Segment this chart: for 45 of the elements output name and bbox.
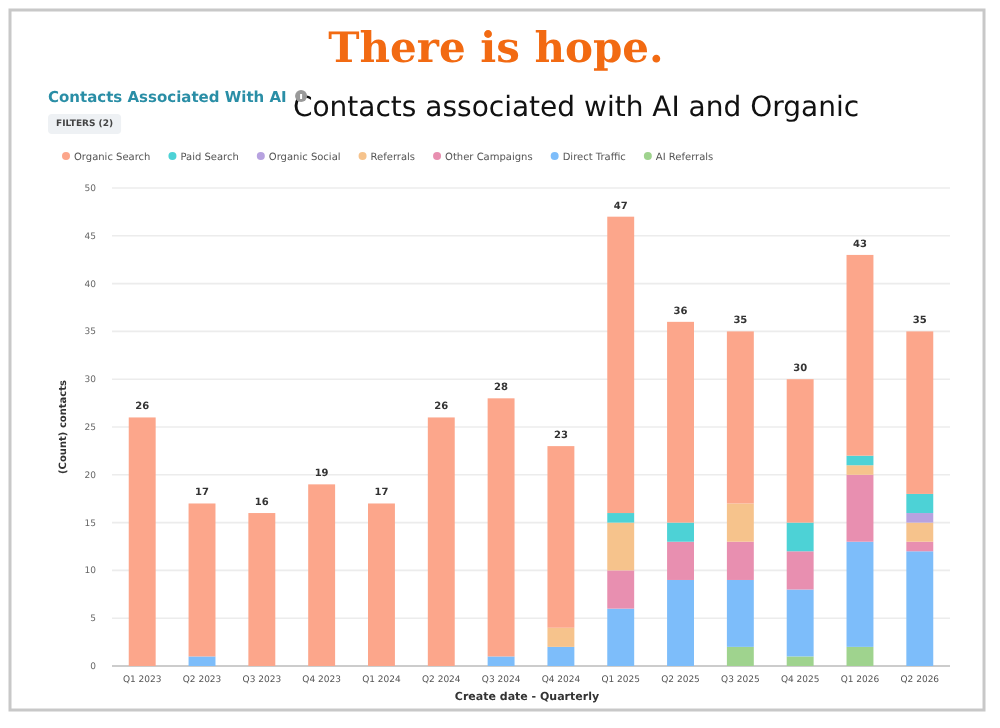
bar	[607, 570, 635, 609]
bar	[427, 417, 455, 666]
bar	[726, 579, 754, 647]
bar	[667, 579, 694, 666]
bar	[607, 608, 635, 666]
bar	[607, 513, 635, 523]
bar	[726, 503, 754, 542]
bar	[846, 541, 874, 647]
bar	[846, 254, 874, 456]
bar	[368, 503, 395, 666]
bar	[906, 522, 934, 542]
bar	[726, 646, 754, 666]
bar	[667, 321, 694, 523]
bar	[547, 646, 575, 666]
bar	[846, 646, 874, 666]
bar	[128, 417, 156, 666]
bar	[547, 627, 575, 647]
bar	[607, 216, 635, 514]
bar	[188, 656, 216, 666]
bar	[188, 503, 216, 657]
bar	[906, 551, 934, 666]
bar	[248, 513, 276, 666]
bar	[786, 551, 814, 590]
bar	[726, 541, 754, 580]
bar	[487, 398, 515, 657]
bar	[906, 513, 934, 523]
bar	[308, 484, 336, 666]
bar	[906, 541, 934, 552]
bar	[846, 465, 874, 475]
bar	[846, 474, 874, 542]
chart-subtitle: Contacts associated with AI and Organic	[292, 92, 860, 124]
bar	[786, 522, 814, 552]
bar	[906, 493, 934, 514]
bar	[906, 331, 934, 494]
bar	[846, 455, 874, 466]
bar	[786, 656, 814, 666]
chart-title: There is hope.	[328, 22, 664, 72]
bar	[786, 379, 814, 523]
bar	[487, 656, 515, 666]
bar	[786, 589, 814, 657]
bar	[726, 331, 754, 504]
bar	[547, 446, 575, 628]
bar	[667, 541, 694, 580]
bar	[667, 522, 694, 542]
bar	[607, 522, 635, 571]
